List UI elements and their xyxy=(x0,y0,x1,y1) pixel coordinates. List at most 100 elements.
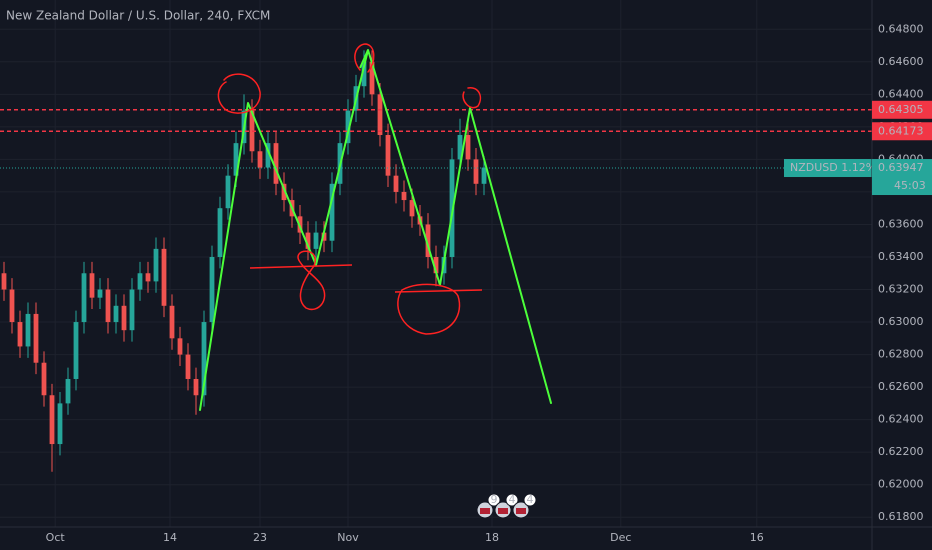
chart-title: New Zealand Dollar / U.S. Dollar, 240, F… xyxy=(6,9,270,23)
event-badge xyxy=(505,493,519,507)
event-badge xyxy=(487,493,501,507)
trend-line xyxy=(359,49,369,69)
candle-body xyxy=(49,395,55,445)
drawn-circle xyxy=(354,43,375,73)
candle-body xyxy=(17,322,23,347)
candle-body xyxy=(361,61,367,87)
candle-body xyxy=(329,183,335,241)
candle-body xyxy=(281,183,287,201)
event-count: 4 xyxy=(509,493,516,506)
last-price-label: 0.63947 xyxy=(878,161,924,174)
y-tick-label: 0.64800 xyxy=(878,22,924,35)
drawn-line xyxy=(249,264,353,269)
x-tick-label: Nov xyxy=(337,531,359,544)
level-label: 0.64305 xyxy=(878,103,924,116)
symbol-label: NZDUSD 1.12% xyxy=(790,161,876,174)
candle-body xyxy=(233,143,239,176)
level-label-box xyxy=(872,100,932,119)
event-badge xyxy=(523,493,537,507)
candle-body xyxy=(305,232,311,249)
candle-body xyxy=(161,248,167,306)
symbol-label-box xyxy=(784,159,872,178)
last-price-box xyxy=(872,159,932,196)
candle-body xyxy=(153,248,159,282)
candle-body xyxy=(41,362,47,396)
level-label-box xyxy=(872,122,932,141)
candle-body xyxy=(465,135,471,160)
y-tick-label: 0.63000 xyxy=(878,315,924,328)
candle-body xyxy=(193,378,199,396)
candle-body xyxy=(89,273,95,298)
candle-body xyxy=(209,256,215,323)
candle-body xyxy=(473,159,479,184)
candle-body xyxy=(113,305,119,323)
y-tick-label: 0.63200 xyxy=(878,283,924,296)
y-tick-label: 0.63400 xyxy=(878,250,924,263)
candle-body xyxy=(9,289,15,323)
candle-body xyxy=(345,110,351,144)
event-count: 4 xyxy=(527,493,534,506)
y-tick-label: 0.63600 xyxy=(878,217,924,230)
candle-body xyxy=(137,273,143,290)
axes: 0.61800 0.62000 0.62200 0.62400 0.62600 0.628… xyxy=(46,22,932,544)
candle-body xyxy=(401,191,407,201)
drawn-circle xyxy=(217,73,261,114)
candle-body xyxy=(81,273,87,323)
candle-body xyxy=(257,151,263,168)
y-tick-label: 0.64400 xyxy=(878,87,924,100)
candle-body xyxy=(33,313,39,363)
y-tick-label: 0.62200 xyxy=(878,445,924,458)
candle-body xyxy=(313,232,319,249)
candle-body xyxy=(321,232,327,241)
candle-body xyxy=(201,322,207,396)
drawn-circle xyxy=(397,283,461,335)
x-tick-label: Dec xyxy=(610,531,631,544)
candle-body xyxy=(1,273,7,290)
candle-body xyxy=(385,135,391,176)
y-tick-label: 0.61800 xyxy=(878,510,924,523)
y-tick-label: 0.62400 xyxy=(878,413,924,426)
candle-body xyxy=(121,305,127,331)
grid xyxy=(0,0,872,527)
candle-body xyxy=(25,313,31,347)
candle-body xyxy=(177,338,183,355)
candle-body xyxy=(145,273,151,282)
overlay: NZDUSD 1.12%9 4 4 xyxy=(0,109,876,519)
candle-body xyxy=(97,289,103,298)
candle-body xyxy=(217,208,223,257)
x-tick-label: 14 xyxy=(163,531,177,544)
candle-body xyxy=(457,135,463,160)
candle-body xyxy=(185,354,191,379)
event-flag xyxy=(480,508,490,514)
event-count: 9 xyxy=(491,493,498,506)
x-tick-label: 18 xyxy=(485,531,499,544)
x-tick-label: 23 xyxy=(253,531,267,544)
candle-body xyxy=(409,200,415,217)
countdown: 45:03 xyxy=(894,179,926,192)
drawings xyxy=(199,43,552,411)
drawn-line xyxy=(394,289,483,293)
candle-body xyxy=(377,94,383,136)
x-tick-label: 16 xyxy=(750,531,764,544)
candle-body xyxy=(65,378,71,404)
candle-body xyxy=(129,289,135,331)
price-axis xyxy=(872,0,932,550)
candle-body xyxy=(449,159,455,257)
x-tick-label: Oct xyxy=(46,531,66,544)
event-flag xyxy=(498,508,508,514)
level-label: 0.64173 xyxy=(878,124,924,137)
candle-body xyxy=(481,167,487,184)
drawn-circle xyxy=(462,87,482,109)
candle-body xyxy=(433,256,439,274)
candle-body xyxy=(57,403,63,445)
candle-body xyxy=(73,322,79,379)
y-tick-label: 0.64600 xyxy=(878,55,924,68)
y-tick-label: 0.62000 xyxy=(878,478,924,491)
candle-body xyxy=(225,175,231,209)
candle-body xyxy=(273,143,279,184)
candle-body xyxy=(105,289,111,323)
candle-body xyxy=(425,224,431,257)
drawn-circle xyxy=(297,250,326,311)
